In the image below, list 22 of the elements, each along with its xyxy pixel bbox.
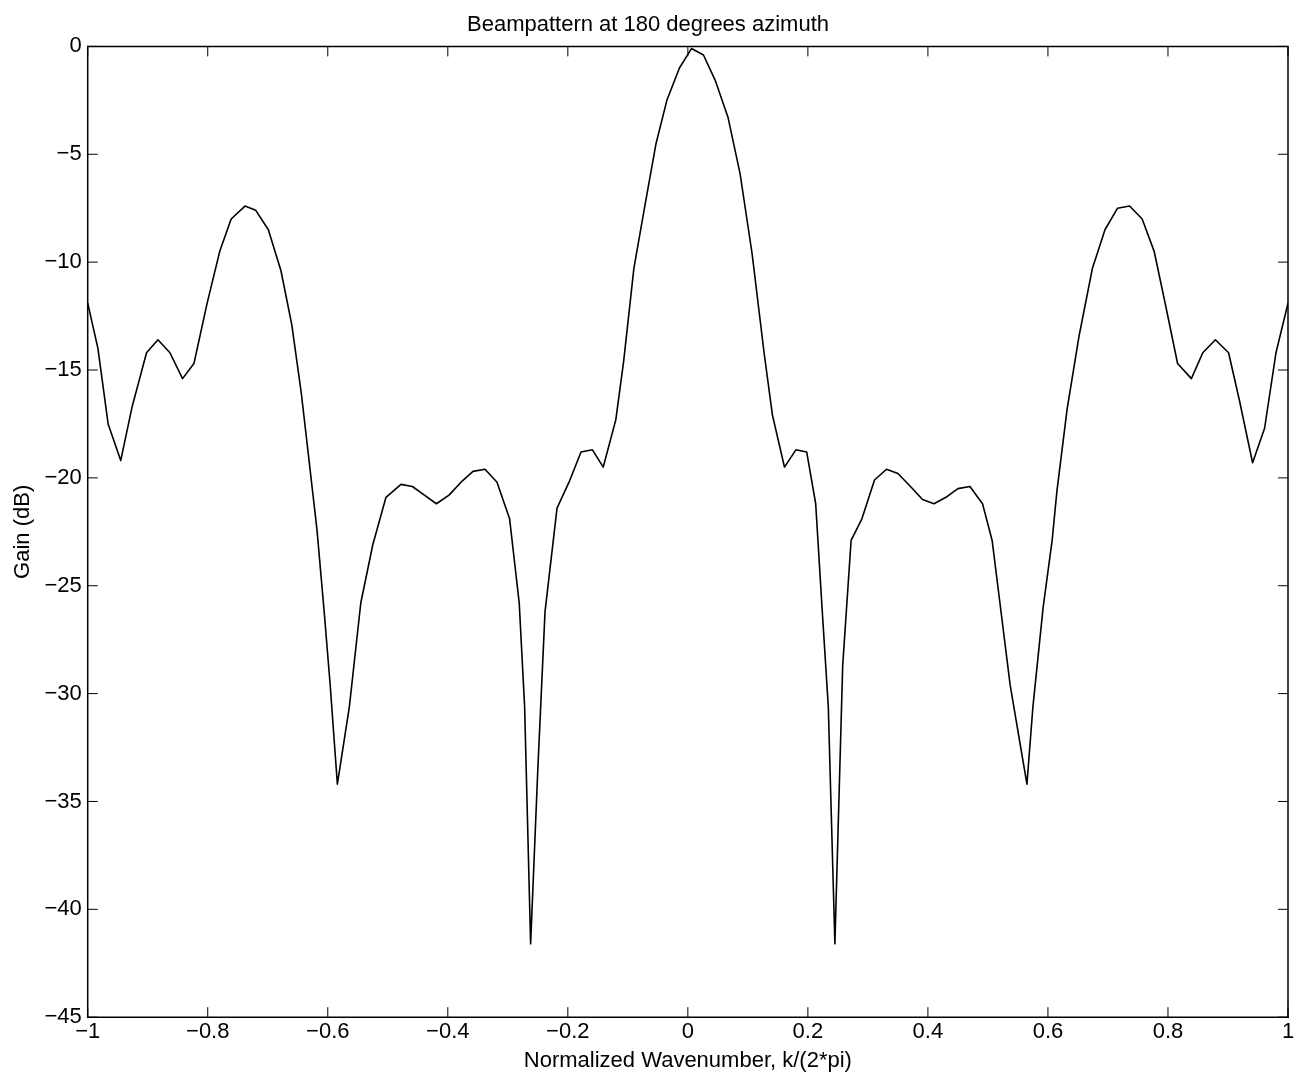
y-tick-label: −40 — [44, 895, 82, 921]
y-tick-label: −35 — [44, 787, 82, 813]
x-axis-title: Normalized Wavenumber, k/(2*pi) — [523, 1046, 852, 1072]
y-tick-label: −30 — [44, 679, 82, 705]
chart-title: Beampattern at 180 degrees azimuth — [466, 11, 830, 37]
x-tick-label: 0.4 — [912, 1018, 944, 1044]
x-tick-label: −0.6 — [306, 1018, 350, 1044]
x-tick-label: 0 — [681, 1018, 694, 1044]
x-tick-label: 0.6 — [1032, 1018, 1064, 1044]
y-tick-label: −10 — [44, 248, 82, 274]
y-tick-label: −5 — [56, 140, 82, 166]
y-tick-label: −25 — [44, 571, 82, 597]
y-axis-title: Gain (dB) — [9, 484, 35, 579]
x-tick-label: −0.2 — [546, 1018, 590, 1044]
x-tick-label: 1 — [1281, 1018, 1295, 1044]
x-tick-label: 0.2 — [792, 1018, 824, 1044]
x-tick-label: −0.8 — [186, 1018, 230, 1044]
x-tick-label: −0.4 — [426, 1018, 470, 1044]
y-tick-label: −20 — [44, 463, 82, 489]
y-tick-label: 0 — [69, 32, 82, 58]
x-tick-label: 0.8 — [1152, 1018, 1184, 1044]
y-tick-label: −15 — [44, 356, 82, 382]
